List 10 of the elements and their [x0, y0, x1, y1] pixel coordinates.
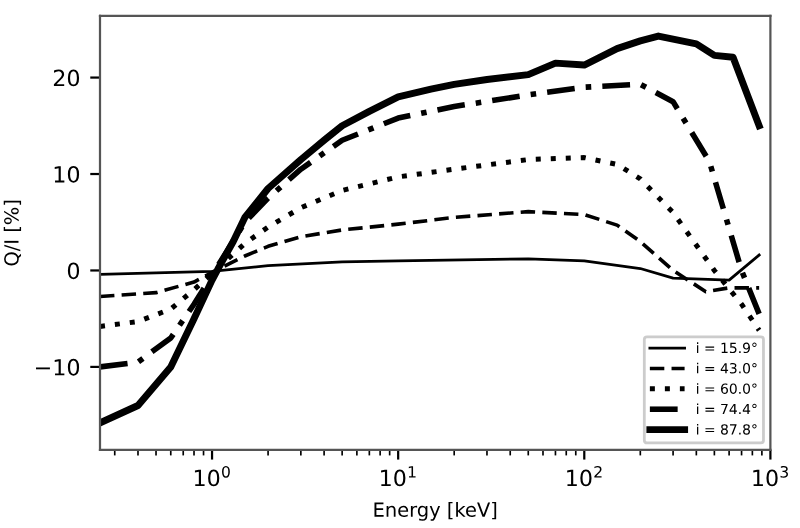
x-tick-label: 10$^{0}$: [194, 465, 230, 487]
x-tick-label: 10$^{1}$: [381, 466, 416, 487]
y-axis-title: Q/I [%]: [3, 200, 22, 266]
x-axis-title: Energy [keV]: [374, 501, 497, 521]
y-tick-label: 0: [67, 262, 80, 280]
y-tick-label: 10: [54, 165, 80, 183]
y-tick-label: 20: [53, 69, 80, 87]
x-tick-label: 10$^{3}$: [753, 465, 788, 487]
y-tick-label: −10: [36, 358, 80, 376]
x-tick-label: 10$^{2}$: [567, 465, 602, 487]
